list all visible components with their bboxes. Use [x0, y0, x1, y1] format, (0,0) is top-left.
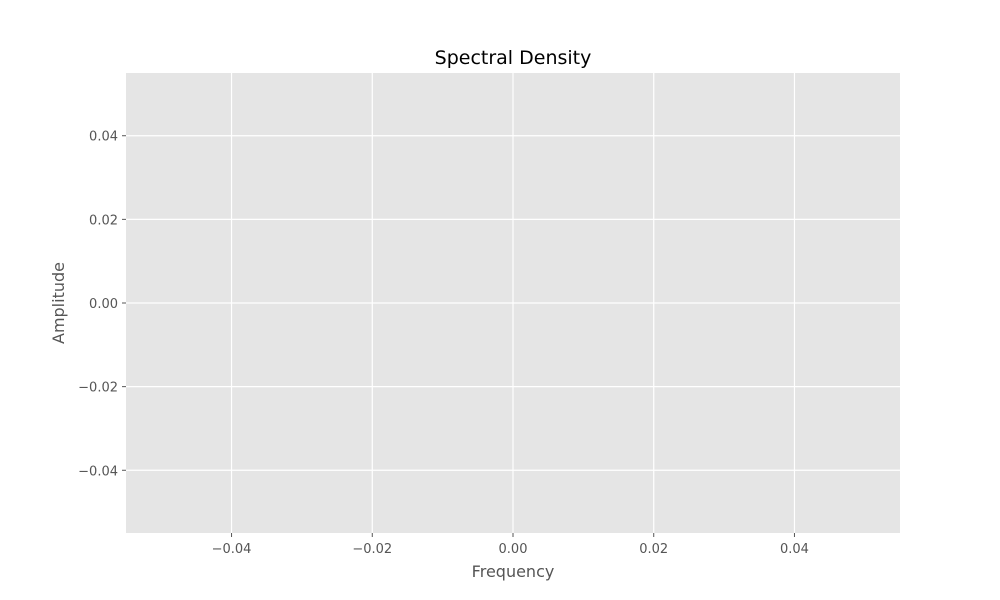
x-tick-label: −0.02 — [352, 542, 392, 557]
y-tick-label: 0.00 — [89, 297, 118, 312]
y-axis-ticks: −0.04 −0.02 0.00 0.02 0.04 — [78, 130, 126, 479]
x-axis-label: Frequency — [472, 562, 555, 581]
y-tick-label: 0.02 — [89, 213, 118, 228]
y-tick-label: −0.04 — [78, 464, 118, 479]
chart-title: Spectral Density — [435, 47, 592, 69]
x-tick-label: −0.04 — [212, 542, 252, 557]
x-tick-label: 0.02 — [639, 542, 668, 557]
x-tick-label: 0.04 — [780, 542, 809, 557]
grid — [126, 73, 900, 533]
x-axis-ticks: −0.04 −0.02 0.00 0.02 0.04 — [212, 533, 809, 557]
x-tick-label: 0.00 — [499, 542, 528, 557]
y-axis-label: Amplitude — [49, 262, 68, 344]
y-tick-label: 0.04 — [89, 130, 118, 145]
y-tick-label: −0.02 — [78, 381, 118, 396]
